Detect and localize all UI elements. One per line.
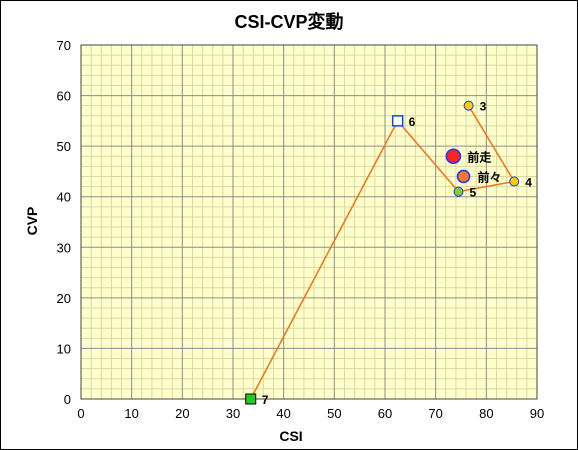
x-tick-label: 60 xyxy=(378,406,392,421)
x-tick-label: 40 xyxy=(276,406,290,421)
data-point-marker xyxy=(453,186,464,197)
plot-border xyxy=(80,44,538,400)
x-tick-label: 80 xyxy=(479,406,493,421)
data-point-marker xyxy=(391,115,404,127)
y-tick-label: 40 xyxy=(57,190,71,205)
data-point-label: 3 xyxy=(480,100,487,114)
highlight-marker xyxy=(456,169,471,184)
y-axis-label: CVP xyxy=(24,207,40,236)
x-tick-label: 0 xyxy=(77,406,84,421)
x-tick-label: 50 xyxy=(327,406,341,421)
x-tick-label: 90 xyxy=(530,406,544,421)
data-point-marker xyxy=(463,100,474,111)
x-axis-label: CSI xyxy=(279,428,302,444)
y-tick-label: 0 xyxy=(64,392,71,407)
plot-background xyxy=(81,45,537,399)
data-point-label: 5 xyxy=(469,186,476,200)
y-tick-label: 20 xyxy=(57,291,71,306)
data-point-marker xyxy=(509,176,520,187)
y-tick-label: 10 xyxy=(57,341,71,356)
plot-area: 0 10 20 30 40 50 60 70 80 90 0 10 20 30 40 50 60 70 7 6 5 4 3 前… xyxy=(57,38,545,421)
x-tick-label: 20 xyxy=(175,406,189,421)
data-point-label: 4 xyxy=(525,176,532,190)
x-tick-label: 10 xyxy=(124,406,138,421)
x-tick-label: 30 xyxy=(226,406,240,421)
y-tick-label: 30 xyxy=(57,240,71,255)
y-tick-label: 60 xyxy=(57,89,71,104)
highlight-label: 前走 xyxy=(467,149,491,164)
data-point-marker xyxy=(245,393,257,405)
data-point-label: 6 xyxy=(409,115,416,129)
y-tick-label: 70 xyxy=(57,38,71,53)
x-tick-label: 70 xyxy=(428,406,442,421)
highlight-marker xyxy=(445,148,462,165)
y-tick-label: 50 xyxy=(57,139,71,154)
data-point-label: 7 xyxy=(262,393,269,407)
highlight-label: 前々 xyxy=(478,169,502,184)
chart-title: CSI-CVP変動 xyxy=(234,11,343,32)
